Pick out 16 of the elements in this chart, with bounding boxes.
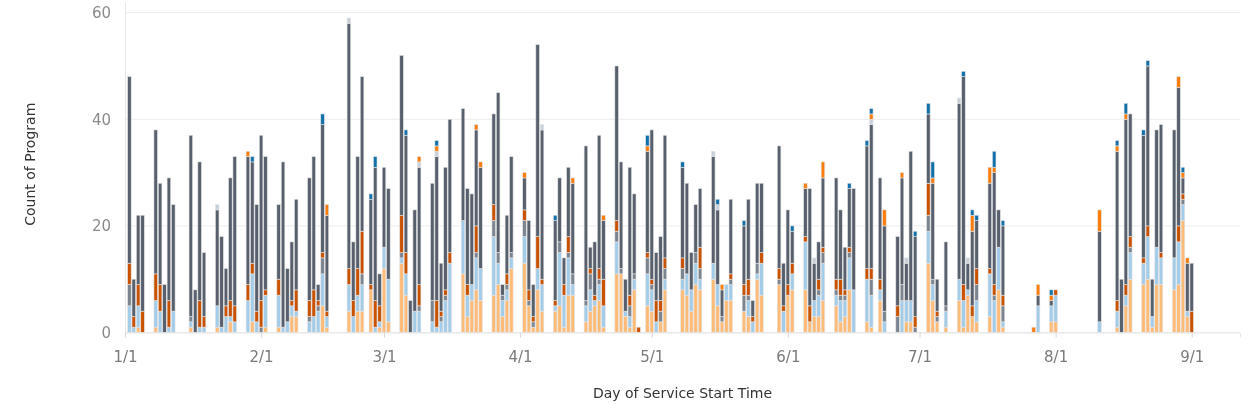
y-tick-label: 40 [91, 110, 111, 129]
x-tick-label: 1/1 [113, 348, 138, 367]
x-tick-label: 5/1 [640, 348, 665, 367]
x-tick-label: 4/1 [508, 348, 533, 367]
x-tick-label: 3/1 [372, 348, 397, 367]
y-tick-label: 60 [91, 3, 111, 22]
bar [943, 310, 948, 328]
y-tick-label: 0 [101, 323, 111, 342]
x-tick-label: 6/1 [776, 348, 801, 367]
x-tick-label: 7/1 [907, 348, 933, 367]
x-axis-title: Day of Service Start Time [592, 384, 773, 401]
y-axis-title: Count of Program [21, 102, 38, 226]
x-tick-label: 9/1 [1180, 348, 1205, 367]
x-tick-label: 8/1 [1044, 348, 1069, 367]
y-tick-label: 20 [91, 217, 111, 236]
x-tick-label: 2/1 [249, 348, 274, 367]
